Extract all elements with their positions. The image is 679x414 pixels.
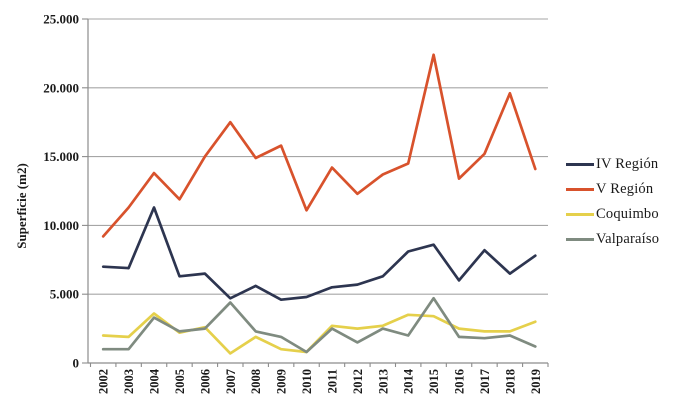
- chart-legend: IV Región V Región Coquimbo Valparaíso: [566, 152, 659, 252]
- x-tick-label: 2013: [376, 369, 390, 394]
- y-axis-title: Superficie (m2): [14, 163, 29, 249]
- legend-label-valparaiso: Valparaíso: [596, 231, 660, 247]
- x-tick-label: 2007: [224, 369, 238, 394]
- x-tick-label: 2010: [300, 369, 314, 394]
- x-axis-tick-labels: 2002 2003 2004 2005 2006 2007 2008 2009 2010 2011…: [97, 368, 543, 394]
- series-line-coquimbo: [101, 312, 537, 355]
- y-tick-label: 0: [73, 356, 80, 371]
- legend-label-iv-region: IV Región: [596, 156, 659, 172]
- x-tick-label: 2018: [503, 369, 517, 394]
- y-axis-tick-labels: 25.000 20.000 15.000 10.000 5.000 0: [43, 12, 79, 371]
- y-tick-label: 25.000: [43, 12, 79, 27]
- legend-swatch-coquimbo: [566, 213, 594, 216]
- axes: [87, 19, 549, 367]
- legend-item-valparaiso: Valparaíso: [566, 227, 659, 252]
- x-tick-label: 2014: [402, 368, 416, 394]
- series-line-iv-region: [101, 206, 537, 302]
- legend-swatch-valparaiso: [566, 238, 594, 241]
- series-line-valparaiso: [101, 296, 537, 354]
- y-tick-label: 10.000: [43, 218, 79, 233]
- x-tick-label: 2003: [122, 369, 136, 394]
- legend-swatch-v-region: [566, 188, 594, 191]
- y-tick-label: 5.000: [50, 287, 79, 302]
- legend-item-v-region: V Región: [566, 177, 659, 202]
- x-tick-label: 2009: [275, 369, 289, 394]
- x-tick-label: 2008: [249, 369, 263, 394]
- legend-item-coquimbo: Coquimbo: [566, 202, 659, 227]
- legend-item-iv-region: IV Región: [566, 152, 659, 177]
- x-tick-label: 2006: [198, 369, 212, 394]
- y-tick-label: 20.000: [43, 80, 79, 95]
- series-line-v-region: [101, 53, 537, 238]
- legend-swatch-iv-region: [566, 163, 594, 166]
- gridlines: [82, 18, 548, 364]
- x-tick-label: 2012: [351, 369, 365, 394]
- legend-label-coquimbo: Coquimbo: [596, 206, 659, 222]
- x-tick-label: 2017: [478, 369, 492, 394]
- x-tick-label: 2005: [173, 369, 187, 394]
- x-tick-label: 2004: [148, 368, 162, 394]
- x-tick-label: 2015: [427, 369, 441, 394]
- x-tick-label: 2011: [325, 369, 339, 393]
- x-tick-label: 2002: [97, 369, 111, 394]
- x-tick-label: 2016: [453, 369, 467, 394]
- y-tick-label: 15.000: [43, 149, 79, 164]
- x-tick-label: 2019: [529, 369, 543, 394]
- legend-label-v-region: V Región: [596, 181, 654, 197]
